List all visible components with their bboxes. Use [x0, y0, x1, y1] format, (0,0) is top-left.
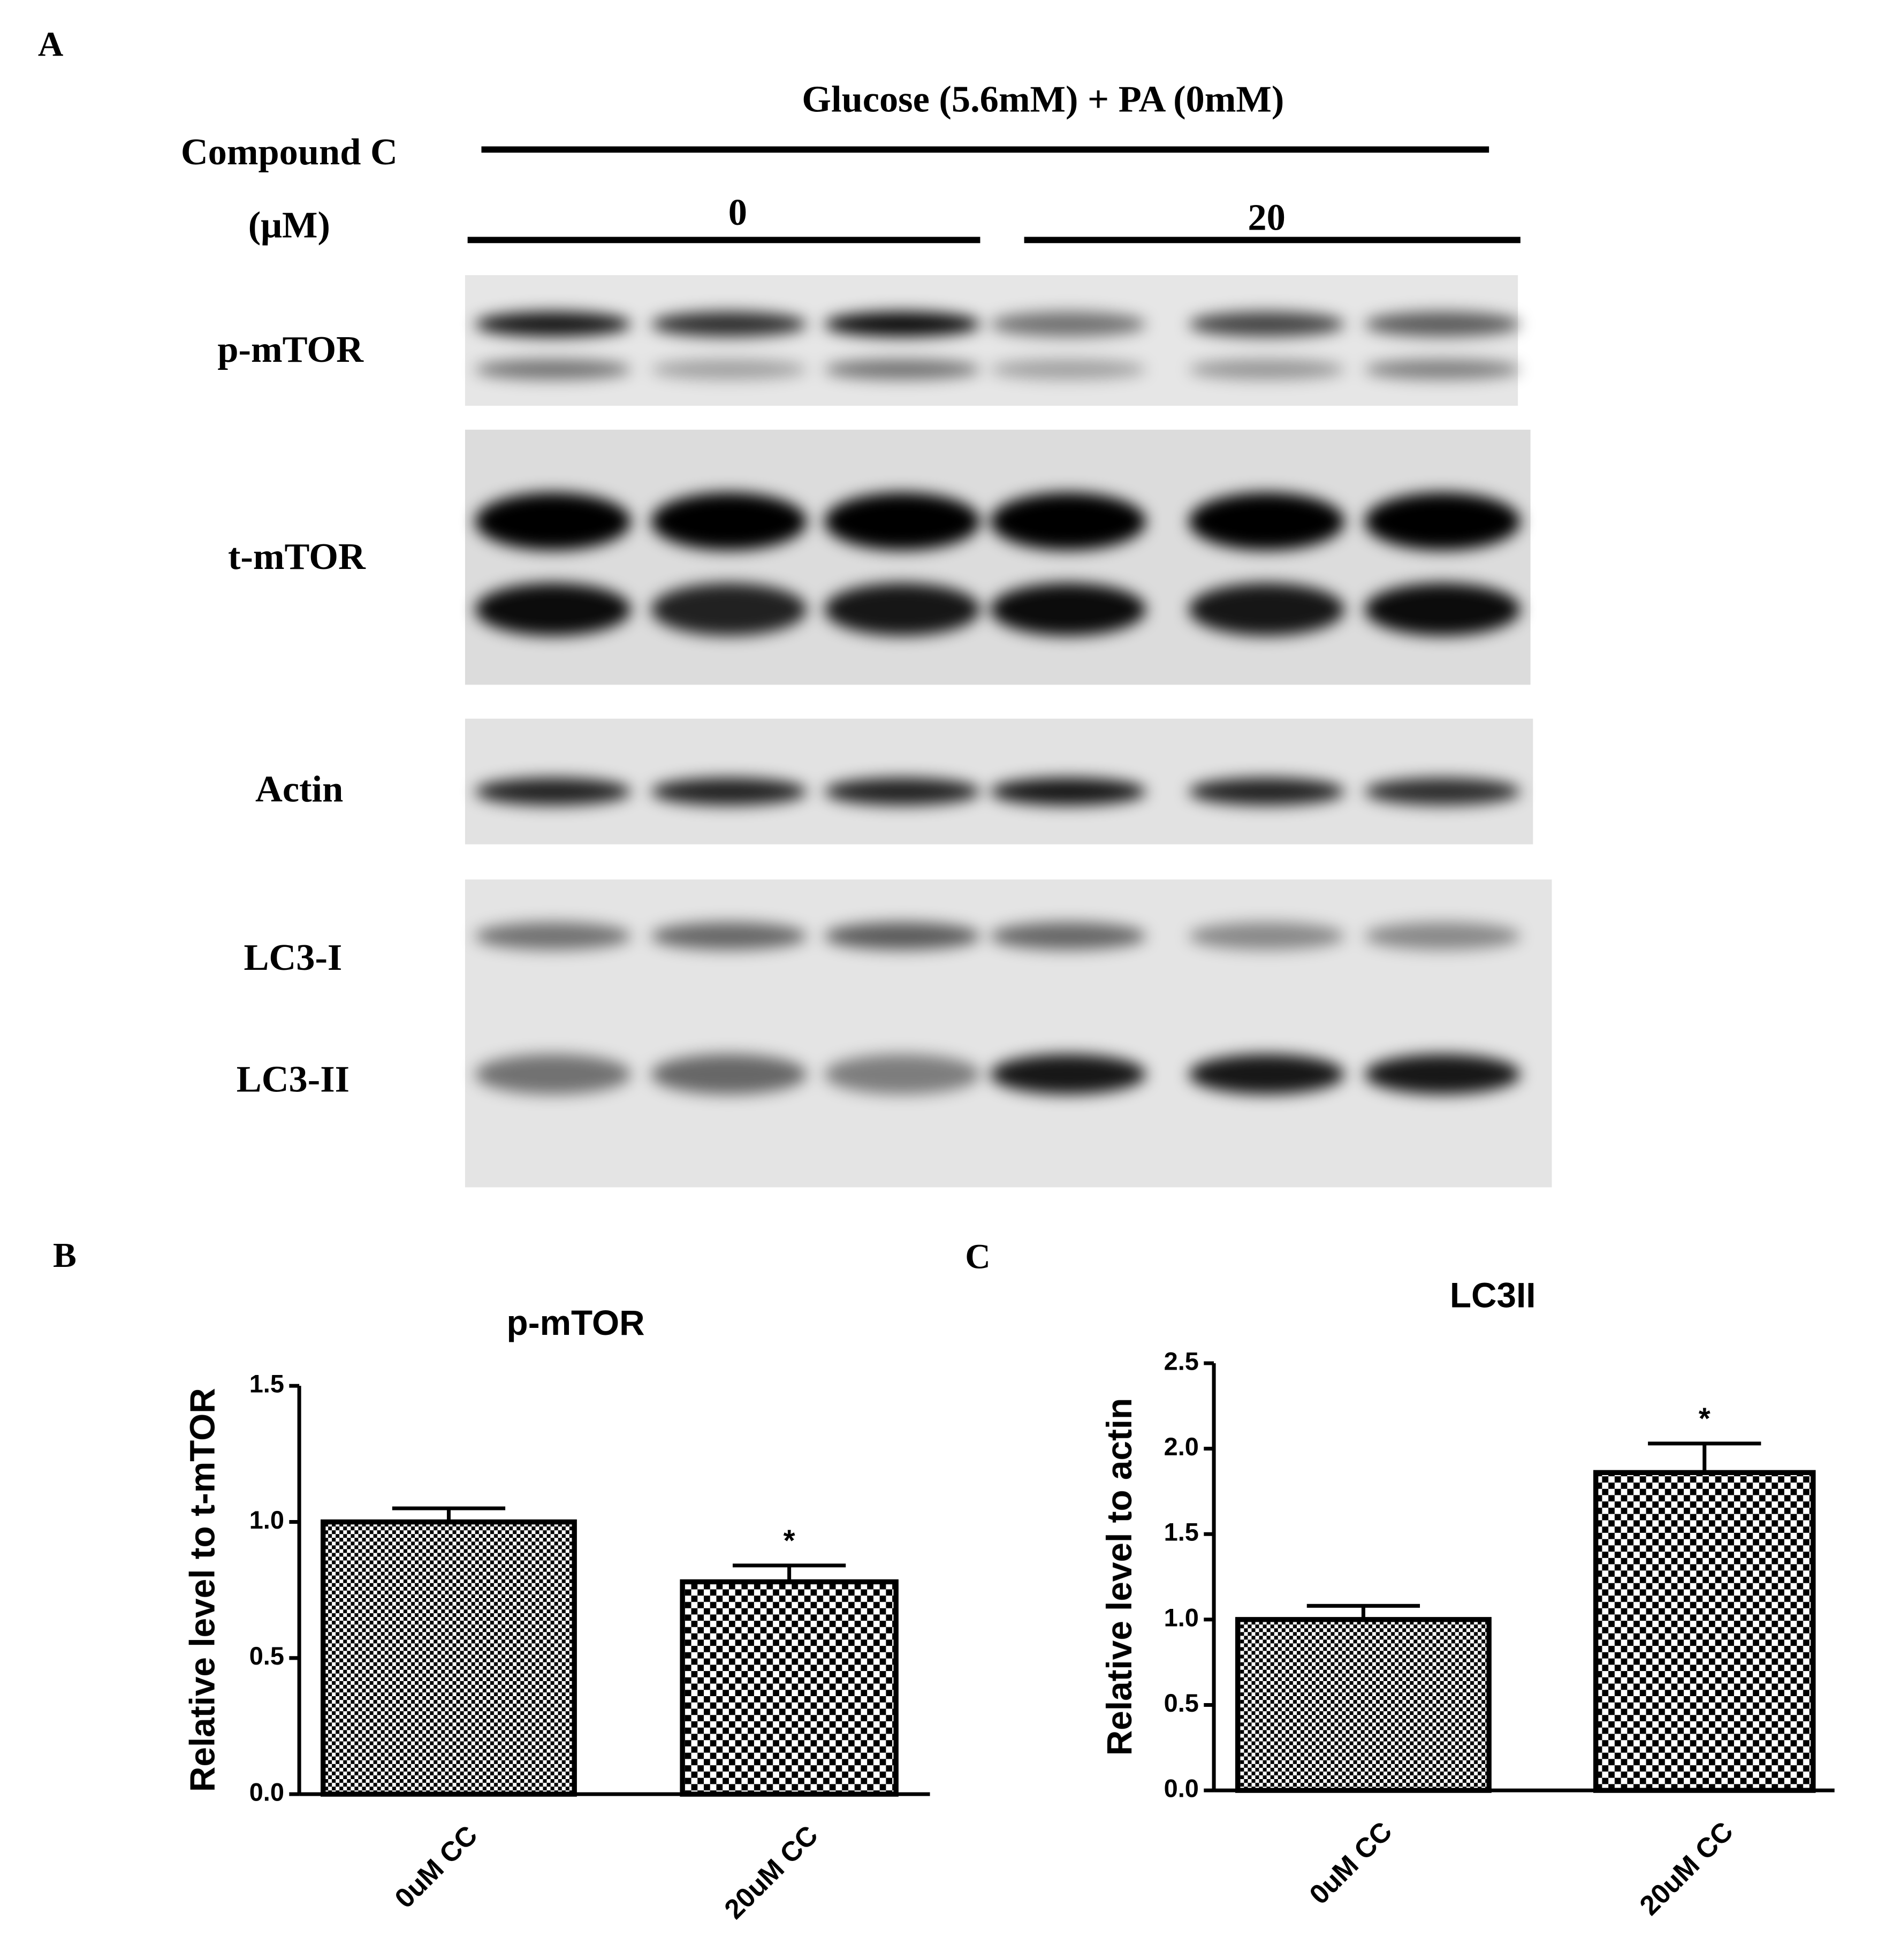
band [1364, 359, 1521, 379]
bands [475, 312, 1521, 1095]
band [1364, 583, 1521, 636]
condition-label: Glucose (5.6mM) + PA (0mM) [802, 79, 1284, 120]
band [1189, 778, 1345, 806]
charts: Bp-mTOR Relative level to t-mTOR 0.0 0.5 1.0… [53, 1236, 1835, 1925]
band [475, 1054, 631, 1095]
band [1364, 492, 1521, 551]
panel-label: C [965, 1237, 990, 1277]
y-axis-label: Relative level to t-mTOR [183, 1388, 222, 1792]
bar [1235, 1617, 1492, 1793]
band [475, 312, 631, 337]
band [651, 1054, 807, 1095]
band [1364, 312, 1521, 337]
x-tick-label: 0uM CC [1303, 1815, 1398, 1910]
band [1364, 1054, 1521, 1095]
y-tick-label: 0.0 [1164, 1775, 1199, 1803]
y-axis-label: Relative level to actin [1100, 1398, 1139, 1756]
band [1364, 778, 1521, 806]
band [824, 359, 980, 379]
band [990, 583, 1146, 636]
band [824, 492, 980, 551]
band [990, 492, 1146, 551]
band [475, 359, 631, 379]
y-tick-label: 0.5 [1164, 1689, 1199, 1717]
band-label: p-mTOR [217, 329, 364, 370]
panel-label: B [53, 1236, 77, 1275]
band [990, 1054, 1146, 1095]
y-tick-label: 0.5 [249, 1642, 284, 1670]
band [1189, 1054, 1345, 1095]
y-tick-label: 1.5 [1164, 1518, 1199, 1546]
band [824, 312, 980, 337]
band [651, 778, 807, 806]
band-label: LC3-I [244, 937, 342, 978]
x-tick-label: 20uM CC [1633, 1815, 1739, 1921]
panel-label: A [38, 25, 63, 64]
band [990, 922, 1146, 950]
y-tick-label: 2.0 [1164, 1433, 1199, 1461]
y-tick-label: 0.0 [249, 1779, 284, 1806]
blot-strip [465, 879, 1552, 1188]
group-label: 20 [1248, 196, 1285, 238]
band [651, 583, 807, 636]
chart-title: LC3II [1450, 1275, 1536, 1315]
band [1189, 359, 1345, 379]
bar [1593, 1470, 1816, 1793]
band [1189, 312, 1345, 337]
band [651, 922, 807, 950]
band [651, 312, 807, 337]
treatment-unit: (μM) [248, 204, 330, 246]
y-tick-label: 1.5 [249, 1370, 284, 1398]
blot-strip [465, 429, 1531, 685]
band-label: LC3-II [237, 1059, 349, 1100]
band [990, 778, 1146, 806]
band-label: t-mTOR [228, 536, 366, 578]
blot-strip [465, 275, 1518, 406]
band [824, 778, 980, 806]
blot-strip [465, 718, 1533, 845]
significance-mark: * [1699, 1402, 1711, 1435]
y-tick-label: 2.5 [1164, 1347, 1199, 1375]
band [1189, 922, 1345, 950]
band [1189, 492, 1345, 551]
band [475, 778, 631, 806]
band-label: Actin [255, 768, 343, 810]
bar [321, 1519, 577, 1797]
band [990, 359, 1146, 379]
band [990, 312, 1146, 337]
band [475, 583, 631, 636]
x-tick-label: 20uM CC [718, 1819, 824, 1925]
band [651, 492, 807, 551]
band [824, 1054, 980, 1095]
group-label: 0 [728, 192, 747, 233]
x-tick-label: 0uM CC [389, 1819, 483, 1914]
treatment-label: Compound C [181, 131, 398, 173]
y-tick-label: 1.0 [249, 1506, 284, 1534]
y-tick-label: 1.0 [1164, 1604, 1199, 1631]
band [475, 492, 631, 551]
band [1364, 922, 1521, 950]
band [475, 922, 631, 950]
bar [680, 1579, 899, 1797]
chart-title: p-mTOR [507, 1303, 645, 1342]
significance-mark: * [784, 1524, 795, 1558]
band [651, 359, 807, 379]
band [1189, 583, 1345, 636]
band [824, 583, 980, 636]
band [824, 922, 980, 950]
